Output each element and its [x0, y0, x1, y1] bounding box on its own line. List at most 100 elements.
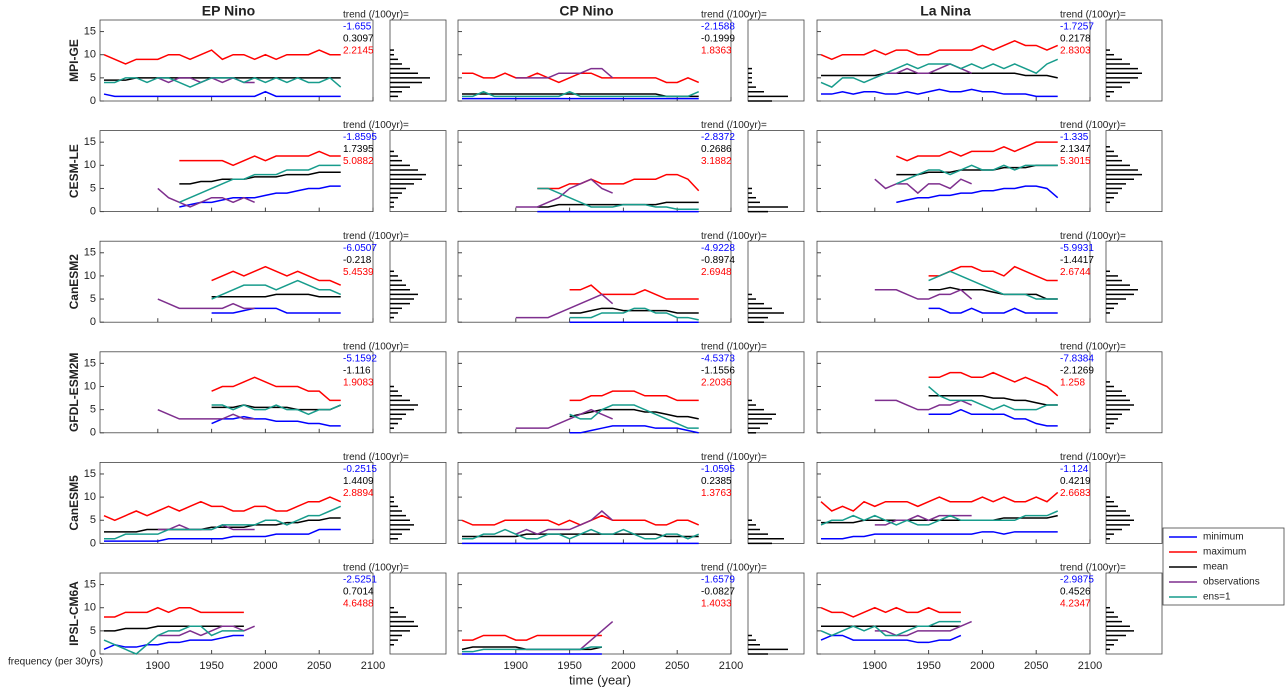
series-line: [211, 376, 341, 402]
series-line: [103, 634, 244, 651]
trend-label: trend (/100yr)=: [343, 120, 409, 131]
y-tick-label: 5: [90, 293, 96, 305]
trend-value: 0.2178: [1060, 34, 1091, 45]
series-line: [157, 187, 255, 208]
series-line: [928, 265, 1058, 282]
series-line: [896, 185, 1059, 204]
row-label: CESM-LE: [67, 144, 81, 198]
series-line: [104, 517, 341, 533]
y-tick-label: 5: [90, 625, 96, 637]
plot-frame: [457, 351, 732, 434]
legend-label: ens=1: [1203, 592, 1231, 603]
hist-frame: [389, 240, 447, 323]
x-tick-label: 2050: [307, 660, 331, 672]
series-line: [874, 178, 972, 195]
series-line: [104, 505, 342, 540]
series-line: [874, 399, 972, 411]
trend-value: 2.1347: [1060, 144, 1091, 155]
plot-frame: [99, 461, 374, 544]
series-line: [103, 90, 341, 98]
series-line: [211, 265, 342, 286]
legend-label: minimum: [1203, 532, 1244, 543]
trend-value: -1.6579: [701, 575, 735, 586]
series-line: [211, 293, 341, 298]
trend-value: -2.5251: [343, 575, 377, 586]
trend-value: 5.3015: [1060, 156, 1091, 167]
y-tick-label: 0: [90, 206, 96, 218]
column-title: La Nina: [920, 3, 971, 19]
series-line: [515, 510, 614, 535]
y-tick-label: 15: [84, 578, 96, 590]
series-line: [537, 187, 699, 211]
trend-value: 2.2145: [343, 46, 374, 57]
series-line: [874, 288, 973, 300]
trend-value: 4.6488: [343, 599, 374, 610]
row-label: CanESM5: [67, 475, 81, 531]
plot-frame: [816, 572, 1091, 655]
trend-label: trend (/100yr)=: [343, 10, 409, 21]
y-tick-label: 15: [84, 468, 96, 480]
trend-value: -2.8372: [701, 132, 735, 143]
column-title: EP Nino: [202, 3, 255, 19]
hist-frame: [747, 461, 805, 544]
series-line: [104, 76, 342, 88]
series-line: [211, 404, 342, 416]
series-line: [569, 307, 699, 314]
series-line: [569, 284, 699, 300]
trend-value: 0.4526: [1060, 587, 1091, 598]
series-line: [896, 164, 1058, 176]
hist-frame: [1105, 240, 1163, 323]
hist-frame: [1105, 130, 1163, 213]
trend-value: -5.9931: [1060, 243, 1094, 254]
trend-label: trend (/100yr)=: [1060, 563, 1126, 574]
series-line: [928, 395, 1058, 406]
y-tick-label: 15: [84, 357, 96, 369]
trend-label: trend (/100yr)=: [1060, 10, 1126, 21]
trend-value: 2.8894: [343, 488, 374, 499]
y-tick-label: 10: [84, 491, 96, 503]
trend-value: 5.4539: [343, 267, 374, 278]
trend-value: -0.0827: [701, 587, 735, 598]
hist-frame: [747, 351, 805, 434]
trend-label: trend (/100yr)=: [1060, 120, 1126, 131]
series-line: [820, 620, 961, 637]
series-line: [515, 293, 614, 319]
plot-frame: [816, 19, 1091, 102]
x-tick-label: 2000: [970, 660, 994, 672]
trend-label: trend (/100yr)=: [1060, 231, 1126, 242]
y-tick-label: 15: [84, 136, 96, 148]
legend-label: maximum: [1203, 547, 1246, 558]
trend-value: 1.7395: [343, 144, 374, 155]
legend-label: observations: [1203, 577, 1260, 588]
trend-label: trend (/100yr)=: [701, 231, 767, 242]
y-tick-label: 10: [84, 159, 96, 171]
plot-frame: [457, 572, 732, 655]
y-tick-label: 0: [90, 316, 96, 328]
trend-label: trend (/100yr)=: [343, 341, 409, 352]
series-line: [928, 371, 1059, 397]
y-tick-label: 0: [90, 427, 96, 439]
series-line: [820, 606, 961, 618]
series-line: [928, 408, 1058, 427]
trend-value: 0.2385: [701, 476, 732, 487]
trend-value: 2.2036: [701, 377, 732, 388]
x-tick-label: 1950: [557, 660, 581, 672]
trend-value: -6.0507: [343, 243, 377, 254]
x-tick-label: 1950: [916, 660, 940, 672]
hist-frame: [389, 461, 447, 544]
trend-label: trend (/100yr)=: [343, 563, 409, 574]
trend-value: 1.258: [1060, 377, 1085, 388]
plot-frame: [99, 19, 374, 102]
x-tick-label: 2100: [361, 660, 385, 672]
series-line: [179, 185, 341, 208]
trend-label: trend (/100yr)=: [701, 563, 767, 574]
y-tick-label: 5: [90, 404, 96, 416]
series-line: [461, 514, 700, 526]
row-label: CanESM2: [67, 254, 81, 310]
series-line: [462, 90, 700, 98]
series-line: [569, 425, 699, 434]
trend-value: 2.6744: [1060, 267, 1091, 278]
trend-value: -1.116: [343, 365, 371, 376]
trend-value: -0.8974: [701, 255, 735, 266]
